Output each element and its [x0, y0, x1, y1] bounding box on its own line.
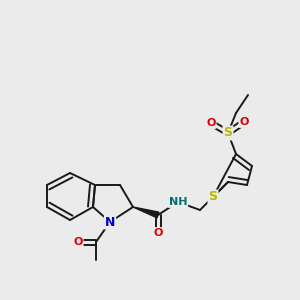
- Text: O: O: [73, 237, 83, 247]
- Text: O: O: [153, 228, 163, 238]
- Text: O: O: [206, 118, 216, 128]
- Polygon shape: [133, 207, 159, 218]
- Text: O: O: [239, 117, 249, 127]
- Text: S: S: [224, 127, 232, 140]
- Text: NH: NH: [169, 197, 187, 207]
- Text: N: N: [105, 215, 115, 229]
- Text: S: S: [208, 190, 217, 203]
